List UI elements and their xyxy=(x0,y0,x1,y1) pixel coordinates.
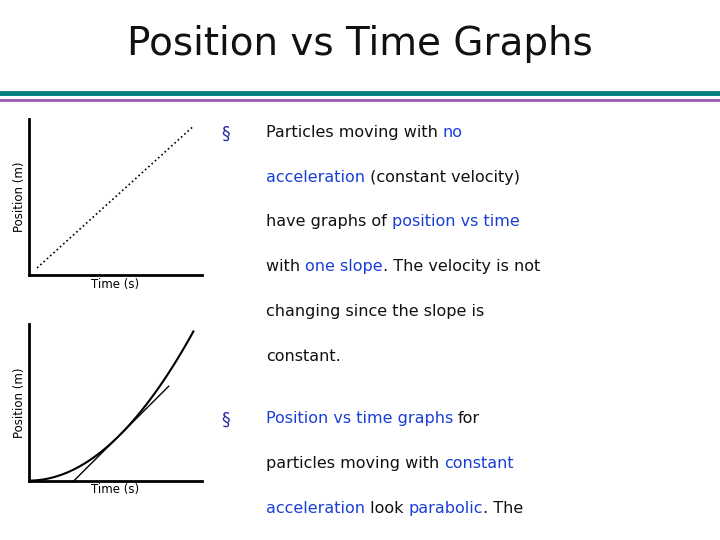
X-axis label: Time (s): Time (s) xyxy=(91,278,139,291)
Text: §: § xyxy=(221,411,230,429)
Text: changing since the slope is: changing since the slope is xyxy=(266,304,484,319)
Text: position vs time: position vs time xyxy=(392,214,519,230)
Text: Position vs Time Graphs: Position vs Time Graphs xyxy=(127,25,593,63)
Text: no: no xyxy=(443,125,463,140)
Text: acceleration: acceleration xyxy=(266,170,365,185)
Text: particles moving with: particles moving with xyxy=(266,456,444,470)
Text: constant.: constant. xyxy=(266,349,341,364)
Text: look: look xyxy=(365,501,408,516)
Text: with: with xyxy=(266,259,305,274)
Text: . The velocity is not: . The velocity is not xyxy=(382,259,540,274)
Text: parabolic: parabolic xyxy=(408,501,483,516)
Text: have graphs of: have graphs of xyxy=(266,214,392,230)
Text: one slope: one slope xyxy=(305,259,382,274)
Text: acceleration: acceleration xyxy=(266,501,365,516)
Text: constant: constant xyxy=(444,456,513,470)
Y-axis label: Position (m): Position (m) xyxy=(13,367,26,437)
Text: Particles moving with: Particles moving with xyxy=(266,125,443,140)
Text: §: § xyxy=(221,125,230,143)
Text: (constant velocity): (constant velocity) xyxy=(365,170,520,185)
Text: for: for xyxy=(458,411,480,426)
X-axis label: Time (s): Time (s) xyxy=(91,483,139,496)
Text: Position vs time graphs: Position vs time graphs xyxy=(266,411,458,426)
Y-axis label: Position (m): Position (m) xyxy=(13,162,26,232)
Text: . The: . The xyxy=(483,501,523,516)
